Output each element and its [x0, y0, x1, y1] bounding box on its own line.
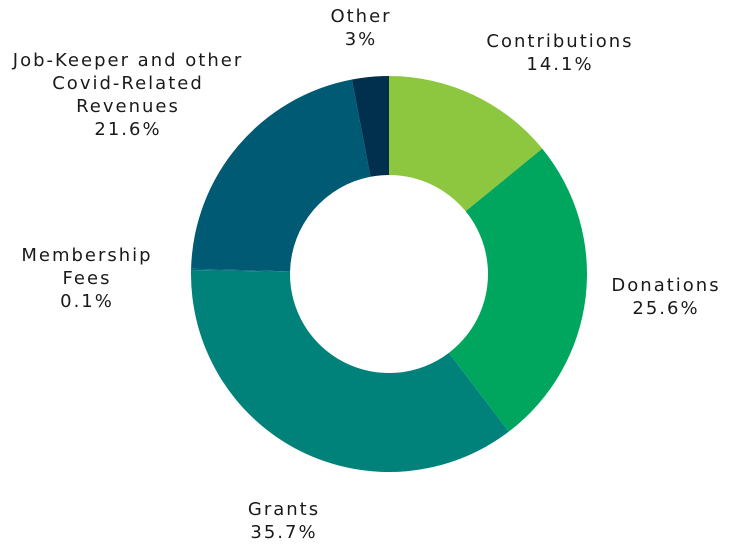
donut-slice	[191, 268, 291, 272]
donut-slice	[351, 76, 389, 177]
category-name: Job-Keeper and other Covid-Related Reven…	[12, 50, 244, 117]
value-label: 21.6%	[94, 119, 162, 140]
category-name: Contributions	[486, 31, 634, 52]
value-label: 35.7%	[250, 522, 318, 543]
slice-label: Grants 35.7%	[184, 498, 384, 544]
slice-label: Job-Keeper and other Covid-Related Reven…	[8, 49, 248, 141]
donut-slice	[191, 79, 371, 272]
value-label: 0.1%	[60, 291, 114, 312]
donut-slice	[389, 76, 543, 212]
category-name: Grants	[247, 499, 321, 520]
slice-label: Other 3%	[301, 5, 421, 51]
category-name: Donations	[611, 275, 721, 296]
donut-slice	[191, 269, 509, 472]
donut-slice	[448, 148, 588, 432]
slice-label: Contributions 14.1%	[430, 30, 690, 76]
value-label: 3%	[344, 29, 378, 50]
value-label: 25.6%	[632, 298, 700, 319]
category-name: Other	[330, 6, 392, 27]
value-label: 14.1%	[526, 54, 594, 75]
slice-label: Membership Fees 0.1%	[0, 244, 175, 313]
category-name: Membership Fees	[21, 245, 153, 289]
slice-label: Donations 25.6%	[566, 274, 747, 320]
